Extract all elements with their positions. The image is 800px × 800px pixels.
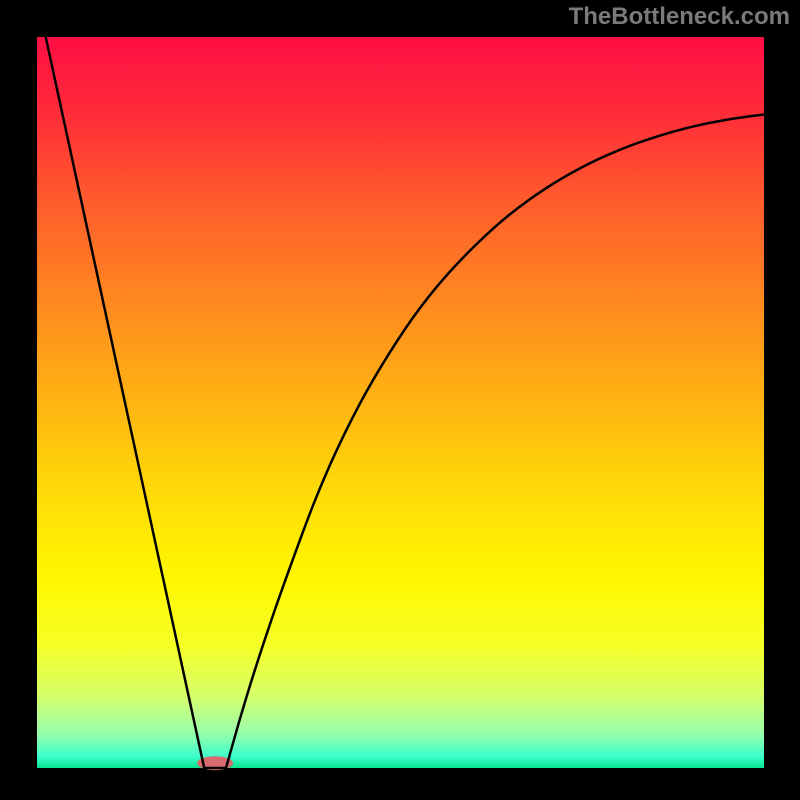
- chart-svg: TheBottleneck.com: [0, 0, 800, 800]
- bottleneck-chart: TheBottleneck.com: [0, 0, 800, 800]
- watermark-text: TheBottleneck.com: [569, 3, 790, 30]
